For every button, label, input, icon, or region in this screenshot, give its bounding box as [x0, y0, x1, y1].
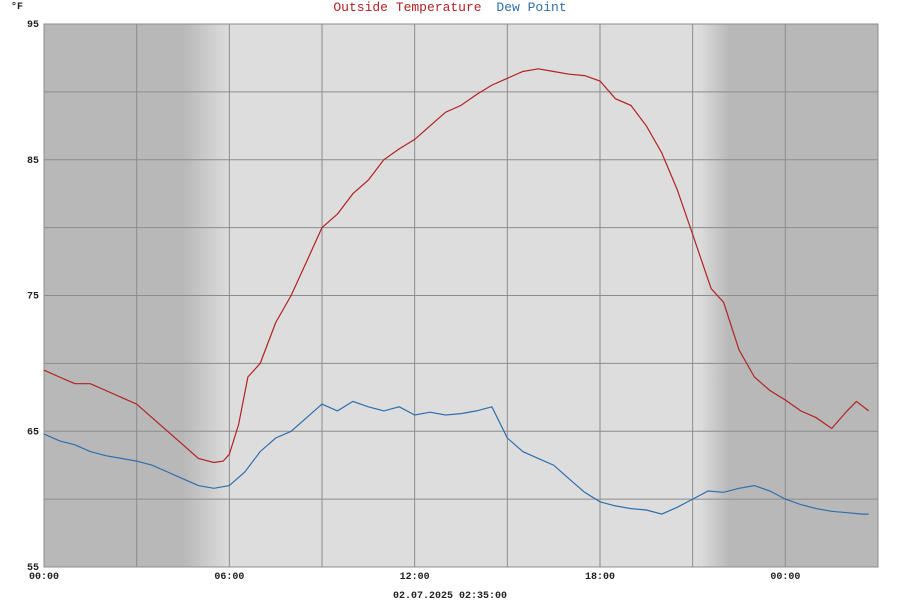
dew-point-line [43, 400, 869, 515]
axes: 55 65 75 85 95 00:00 06:00 12:00 18:00 00:00 [27, 20, 800, 583]
x-tick-label-3: 18:00 [585, 572, 615, 583]
x-tick-label-1: 06:00 [214, 572, 244, 583]
series [43, 68, 870, 515]
y-tick-label-95: 95 [27, 20, 39, 31]
y-tick-label-55: 55 [27, 563, 39, 574]
chart-timestamp: 02.07.2025 02:35:00 [393, 591, 507, 600]
title-dew-point: Dew Point [496, 0, 566, 15]
grid [43, 23, 879, 568]
x-tick-label-0: 00:00 [29, 572, 59, 583]
title-outside-temperature: Outside Temperature [333, 0, 481, 15]
y-tick-label-65: 65 [27, 427, 39, 438]
x-tick-label-4: 00:00 [770, 572, 800, 583]
chart-title: Outside Temperature Dew Point [333, 0, 566, 15]
y-tick-label-75: 75 [27, 292, 39, 303]
x-tick-label-2: 12:00 [400, 572, 430, 583]
outside-temperature-line [43, 68, 870, 464]
plot-border [43, 23, 879, 568]
y-unit-label: °F [11, 1, 23, 13]
y-tick-label-85: 85 [27, 156, 39, 167]
